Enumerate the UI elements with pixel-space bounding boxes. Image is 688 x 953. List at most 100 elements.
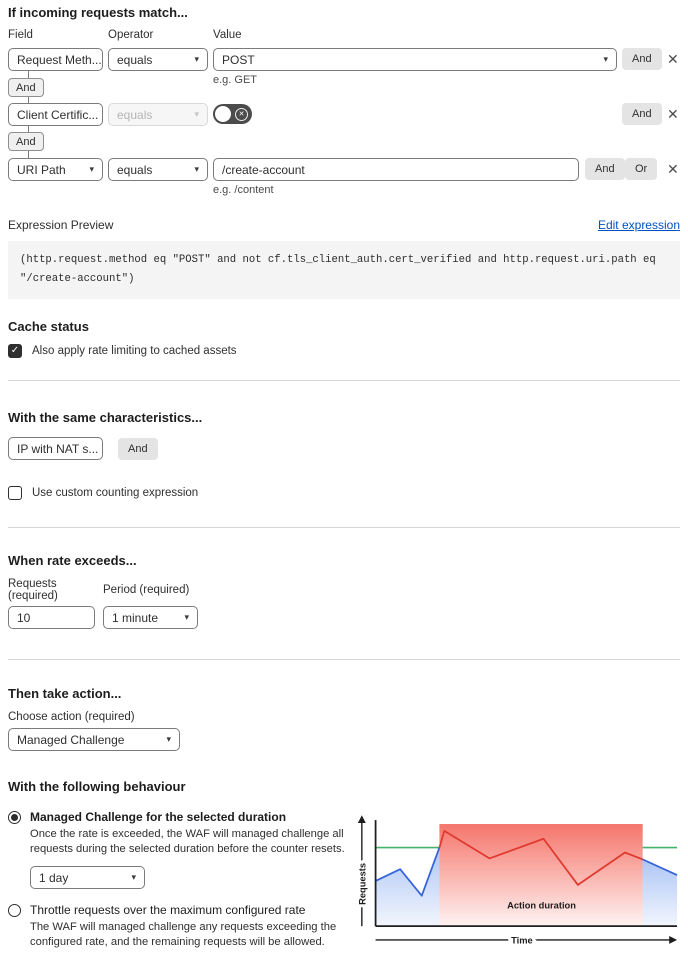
chevron-down-icon: ▾ (166, 734, 171, 744)
chevron-down-icon: ▾ (194, 109, 199, 119)
chevron-down-icon: ▾ (89, 164, 94, 174)
expression-preview-code: (http.request.method eq "POST" and not c… (8, 241, 680, 299)
custom-counting-label: Use custom counting expression (32, 487, 199, 499)
section-title-behaviour: With the following behaviour (8, 779, 186, 794)
toggle-knob (215, 106, 231, 122)
behaviour-option-1-label: Managed Challenge for the selected durat… (30, 810, 287, 824)
chevron-down-icon: ▾ (184, 612, 189, 622)
value-hint-row3: e.g. /content (213, 184, 274, 196)
period-select-value: 1 minute (112, 610, 159, 625)
column-label-field: Field (8, 29, 33, 41)
or-button-row3[interactable]: Or (625, 158, 658, 180)
choose-action-label: Choose action (required) (8, 711, 135, 723)
and-button-row1[interactable]: And (622, 48, 662, 70)
characteristic-select-value: IP with NAT s... (17, 441, 99, 456)
toggle-off-x-icon: ✕ (235, 107, 248, 121)
divider (8, 380, 680, 381)
custom-counting-checkbox[interactable] (8, 486, 22, 500)
behaviour-option-2-label: Throttle requests over the maximum confi… (30, 903, 306, 917)
rate-labels-row: Requests (required) Period (required) (8, 578, 680, 602)
field-select-row1[interactable]: Request Meth... ▾ (8, 48, 103, 71)
operator-select-row3[interactable]: equals ▾ (108, 158, 208, 181)
chevron-down-icon: ▾ (194, 54, 199, 64)
cache-checkbox-row: ✓ Also apply rate limiting to cached ass… (8, 344, 680, 358)
x-axis-label: Time (511, 935, 533, 945)
value-combobox-row1[interactable]: POST ▾ (213, 48, 617, 71)
and-button-row2[interactable]: And (622, 103, 662, 125)
behaviour-option-2: Throttle requests over the maximum confi… (8, 903, 353, 950)
period-label: Period (required) (103, 584, 190, 596)
behaviour-option-2-description: The WAF will managed challenge any reque… (30, 921, 337, 948)
behaviour-option-2-text: Throttle requests over the maximum confi… (30, 903, 352, 950)
requests-input[interactable] (8, 606, 95, 629)
characteristics-and-button[interactable]: And (118, 437, 158, 460)
section-title-match: If incoming requests match... (8, 5, 188, 20)
expression-preview-header: Expression Preview Edit expression (8, 218, 680, 232)
requests-line-during (438, 830, 644, 886)
counting-expression-row: Use custom counting expression (8, 486, 680, 500)
characteristics-row: IP with NAT s... ▾ And (8, 437, 680, 460)
operator-select-row2-value: equals (117, 107, 153, 122)
edit-expression-link[interactable]: Edit expression (597, 218, 680, 232)
divider (8, 659, 680, 660)
field-select-row2[interactable]: Client Certific... ▾ (8, 103, 103, 126)
behaviour-options: Managed Challenge for the selected durat… (8, 810, 353, 953)
section-title-characteristics: With the same characteristics... (8, 410, 203, 425)
section-title-action: Then take action... (8, 686, 122, 701)
operator-select-row3-value: equals (117, 162, 153, 177)
value-hint-row1: e.g. GET (213, 74, 258, 86)
behaviour-columns: Managed Challenge for the selected durat… (8, 810, 680, 953)
operator-select-row1-value: equals (117, 52, 153, 67)
connector-and-button-1[interactable]: And (8, 78, 44, 97)
duration-radio[interactable] (8, 811, 21, 824)
section-title-rate: When rate exceeds... (8, 553, 137, 568)
rate-inputs-row: 1 minute ▾ (8, 606, 680, 629)
field-select-row1-value: Request Meth... (17, 52, 102, 67)
duration-select-value: 1 day (39, 870, 69, 885)
chevron-down-icon: ▾ (194, 164, 199, 174)
operator-select-row2: equals ▾ (108, 103, 208, 126)
value-combobox-row1-value: POST (222, 52, 255, 67)
expression-preview-label: Expression Preview (8, 218, 114, 232)
rate-limit-illustration: Action duration Requests Time (354, 815, 678, 948)
cached-assets-checkbox[interactable]: ✓ (8, 344, 22, 358)
behaviour-chart: Action duration Requests Time (353, 810, 680, 953)
column-label-value: Value (213, 29, 242, 41)
remove-condition-row2-icon[interactable]: ✕ (667, 106, 679, 122)
requests-fill-after (642, 859, 678, 927)
value-input-row3[interactable] (213, 158, 579, 181)
duration-select[interactable]: 1 day ▾ (30, 866, 145, 889)
column-label-operator: Operator (108, 29, 154, 41)
requests-label: Requests (required) (8, 578, 58, 602)
chevron-down-icon: ▾ (603, 54, 608, 64)
requests-fill-before (375, 847, 440, 927)
behaviour-option-1-description: Once the rate is exceeded, the WAF will … (30, 828, 345, 855)
action-select[interactable]: Managed Challenge ▾ (8, 728, 180, 751)
chevron-down-icon: ▾ (131, 872, 136, 882)
y-axis-arrow-icon (357, 815, 366, 824)
throttle-radio[interactable] (8, 904, 21, 917)
characteristic-select[interactable]: IP with NAT s... ▾ (8, 437, 103, 460)
remove-condition-row1-icon[interactable]: ✕ (667, 51, 679, 67)
connector-and-button-2[interactable]: And (8, 132, 44, 151)
action-select-value: Managed Challenge (17, 732, 125, 747)
field-select-row2-value: Client Certific... (17, 107, 99, 122)
section-incoming-requests-match: If incoming requests match... Field Oper… (8, 3, 680, 205)
action-duration-label: Action duration (507, 900, 576, 910)
check-icon: ✓ (10, 345, 20, 356)
behaviour-option-1: Managed Challenge for the selected durat… (8, 810, 353, 889)
y-axis-label: Requests (357, 863, 367, 905)
behaviour-option-1-text: Managed Challenge for the selected durat… (30, 810, 352, 889)
divider (8, 527, 680, 528)
section-title-cache-status: Cache status (8, 319, 89, 334)
cache-checkbox-label: Also apply rate limiting to cached asset… (32, 345, 237, 357)
operator-select-row1[interactable]: equals ▾ (108, 48, 208, 71)
and-button-row3[interactable]: And (585, 158, 625, 180)
remove-condition-row3-icon[interactable]: ✕ (667, 161, 679, 177)
field-select-row3[interactable]: URI Path ▾ (8, 158, 103, 181)
period-select[interactable]: 1 minute ▾ (103, 606, 198, 629)
field-select-row3-value: URI Path (17, 162, 66, 177)
cert-verified-toggle[interactable]: ✕ (213, 104, 252, 124)
x-axis-arrow-icon (669, 935, 678, 944)
